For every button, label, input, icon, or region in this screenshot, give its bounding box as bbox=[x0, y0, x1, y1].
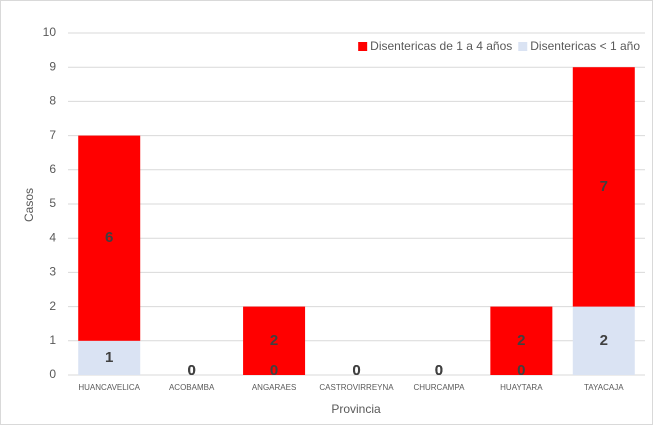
legend-swatch bbox=[358, 42, 368, 51]
y-tick-label: 10 bbox=[43, 25, 57, 39]
y-tick-label: 1 bbox=[49, 333, 56, 347]
data-label: 0 bbox=[352, 362, 360, 379]
bar-segment bbox=[78, 135, 141, 341]
y-tick-label: 2 bbox=[49, 299, 56, 313]
y-axis-label: Casos bbox=[22, 188, 36, 222]
x-axis-label: Provincia bbox=[331, 402, 381, 416]
bar-segment bbox=[572, 67, 635, 307]
x-tick-label: CASTROVIRREYNA bbox=[319, 383, 394, 392]
data-label: 7 bbox=[600, 178, 608, 195]
data-label: 0 bbox=[352, 362, 360, 379]
legend-label: Disentericas de 1 a 4 años bbox=[370, 39, 512, 53]
data-label: 0 bbox=[187, 362, 195, 379]
data-label: 2 bbox=[600, 332, 608, 349]
data-label: 0 bbox=[435, 362, 443, 379]
x-tick-label: TAYACAJA bbox=[584, 383, 624, 392]
y-tick-label: 7 bbox=[49, 128, 56, 142]
legend-swatch bbox=[518, 42, 528, 51]
bar-segment bbox=[572, 306, 635, 375]
x-tick-label: HUANCAVELICA bbox=[78, 383, 140, 392]
data-label: 2 bbox=[270, 332, 278, 349]
bar-segment bbox=[490, 306, 553, 375]
legend-label: Disentericas < 1 año bbox=[530, 39, 640, 53]
y-tick-label: 8 bbox=[49, 94, 56, 108]
data-label: 2 bbox=[517, 332, 525, 349]
bar-segment bbox=[243, 306, 306, 375]
y-tick-label: 0 bbox=[49, 367, 56, 381]
data-label: 6 bbox=[105, 229, 113, 246]
x-tick-label: ANGARAES bbox=[252, 383, 296, 392]
data-label: 0 bbox=[435, 362, 443, 379]
y-tick-label: 5 bbox=[49, 196, 56, 210]
x-tick-label: ACOBAMBA bbox=[169, 383, 215, 392]
x-tick-label: CHURCAMPA bbox=[413, 383, 465, 392]
y-tick-label: 3 bbox=[49, 265, 56, 279]
x-tick-label: HUAYTARA bbox=[500, 383, 543, 392]
y-tick-label: 6 bbox=[49, 162, 56, 176]
data-label: 1 bbox=[105, 349, 113, 366]
bar-segment bbox=[78, 340, 141, 375]
y-tick-label: 4 bbox=[49, 230, 56, 244]
data-label: 0 bbox=[187, 362, 195, 379]
data-label: 0 bbox=[517, 362, 525, 379]
y-tick-label: 9 bbox=[49, 59, 56, 73]
data-label: 0 bbox=[270, 362, 278, 379]
